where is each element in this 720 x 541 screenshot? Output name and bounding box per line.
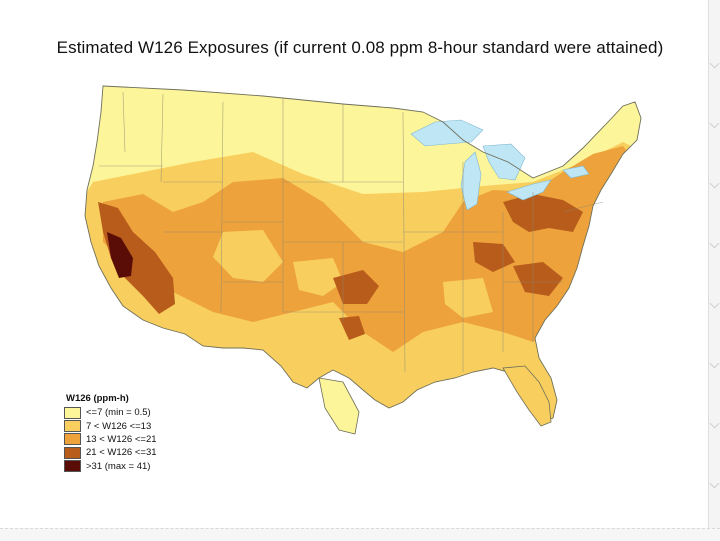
scroll-edge[interactable] xyxy=(708,0,720,528)
map-title: Estimated W126 Exposures (if current 0.0… xyxy=(56,38,664,57)
scroll-hint-icon xyxy=(709,238,720,249)
scroll-hint-icon xyxy=(709,298,720,309)
legend-swatch xyxy=(64,433,81,446)
map-legend: W126 (ppm-h) <=7 (min = 0.5) 7 < W126 <=… xyxy=(64,393,186,473)
legend-label: 21 < W126 <=31 xyxy=(86,447,157,459)
legend-swatch xyxy=(64,420,81,433)
legend-label: 7 < W126 <=13 xyxy=(86,420,152,432)
scroll-hint-icon xyxy=(709,178,720,189)
legend-item: 13 < W126 <=21 xyxy=(64,433,186,446)
legend-item: <=7 (min = 0.5) xyxy=(64,406,186,419)
florida-region xyxy=(502,365,552,427)
legend-label: <=7 (min = 0.5) xyxy=(86,407,151,419)
legend-label: 13 < W126 <=21 xyxy=(86,433,157,445)
legend-item: 21 < W126 <=31 xyxy=(64,446,186,459)
scroll-hint-icon xyxy=(709,418,720,429)
w126-exposure-map xyxy=(63,82,671,482)
us-map-svg xyxy=(84,85,642,435)
scroll-hint-icon xyxy=(709,358,720,369)
legend-swatch xyxy=(64,446,81,459)
scroll-hint-icon xyxy=(709,118,720,129)
scroll-hint-icon xyxy=(709,58,720,69)
bottom-strip xyxy=(0,528,720,541)
legend-item: 7 < W126 <=13 xyxy=(64,419,186,433)
state-boundaries xyxy=(99,91,604,373)
great-lakes xyxy=(410,119,590,211)
texas-south-region xyxy=(318,377,360,435)
legend-swatch xyxy=(64,460,81,473)
scroll-hint-icon xyxy=(709,478,720,489)
legend-item: >31 (max = 41) xyxy=(64,460,186,473)
legend-label: >31 (max = 41) xyxy=(86,460,151,472)
legend-title: W126 (ppm-h) xyxy=(66,393,129,404)
legend-swatch xyxy=(64,406,81,419)
